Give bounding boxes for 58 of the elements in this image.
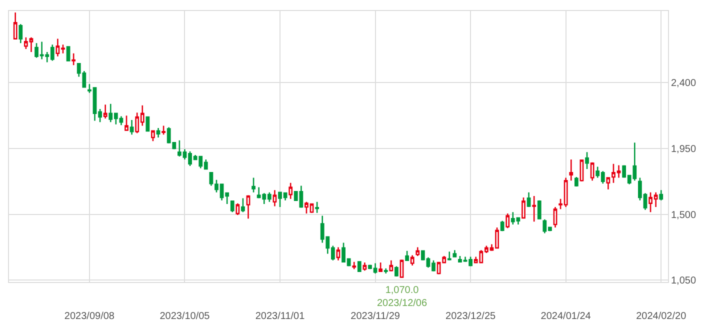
y-tick-label: 1,050 <box>671 276 696 287</box>
candlestick <box>416 246 420 257</box>
candlestick <box>500 220 504 232</box>
candlestick <box>389 260 394 272</box>
candlestick <box>506 212 510 229</box>
candlestick <box>400 258 404 278</box>
candlestick <box>394 266 398 278</box>
candlestick <box>659 190 664 202</box>
x-tick-label: 2023/09/08 <box>64 311 115 322</box>
x-tick-label: 2023/11/29 <box>350 311 400 322</box>
candlestick <box>13 12 18 40</box>
candlestick <box>585 151 589 170</box>
candlestick <box>315 201 320 214</box>
candlestick <box>230 200 234 213</box>
candlestick <box>252 177 256 193</box>
y-tick-label: 1,950 <box>671 144 696 155</box>
annotation: 1,070.0 2023/12/06 <box>377 285 428 309</box>
candlestick <box>103 104 108 120</box>
candlestick <box>130 119 134 136</box>
x-tick-label: 2024/02/20 <box>636 311 687 322</box>
candlestick <box>352 261 356 270</box>
candlestick <box>18 24 23 44</box>
candlestick <box>151 130 155 142</box>
candlestick <box>574 176 578 188</box>
candlestick <box>357 261 362 273</box>
candlestick <box>72 52 76 66</box>
candlestick <box>532 195 536 222</box>
candlestick <box>452 249 457 258</box>
candlestick <box>336 246 340 262</box>
y-tick-label: 1,500 <box>671 210 696 221</box>
y-tick-label: 2,400 <box>671 78 696 90</box>
candlestick <box>288 182 293 200</box>
candlestick <box>241 198 245 213</box>
candlestick <box>146 116 150 132</box>
candlestick <box>590 162 594 182</box>
candlestick <box>156 127 160 138</box>
candlestick <box>272 190 277 207</box>
candlestick <box>236 202 240 216</box>
candlestick <box>362 262 367 272</box>
candlestick <box>405 250 409 262</box>
candlestick <box>447 250 452 262</box>
candlestick <box>246 194 250 220</box>
candlestick <box>569 158 574 182</box>
x-tick-label: 2024/01/24 <box>540 311 592 322</box>
candlestick <box>580 158 584 182</box>
x-tick-label: 2023/12/25 <box>446 311 496 322</box>
candlestick <box>378 262 383 272</box>
candlestick <box>384 268 388 274</box>
candlestick <box>124 114 128 132</box>
candlestick <box>66 45 70 62</box>
candlestick <box>537 200 542 220</box>
candlestick <box>522 196 526 220</box>
candlestick <box>162 125 166 136</box>
x-tick-label: 2023/11/01 <box>255 311 306 322</box>
x-tick-label: 2023/10/05 <box>160 311 210 322</box>
candlestick <box>410 254 414 266</box>
candlestick <box>553 206 558 228</box>
candlestick <box>526 192 531 208</box>
